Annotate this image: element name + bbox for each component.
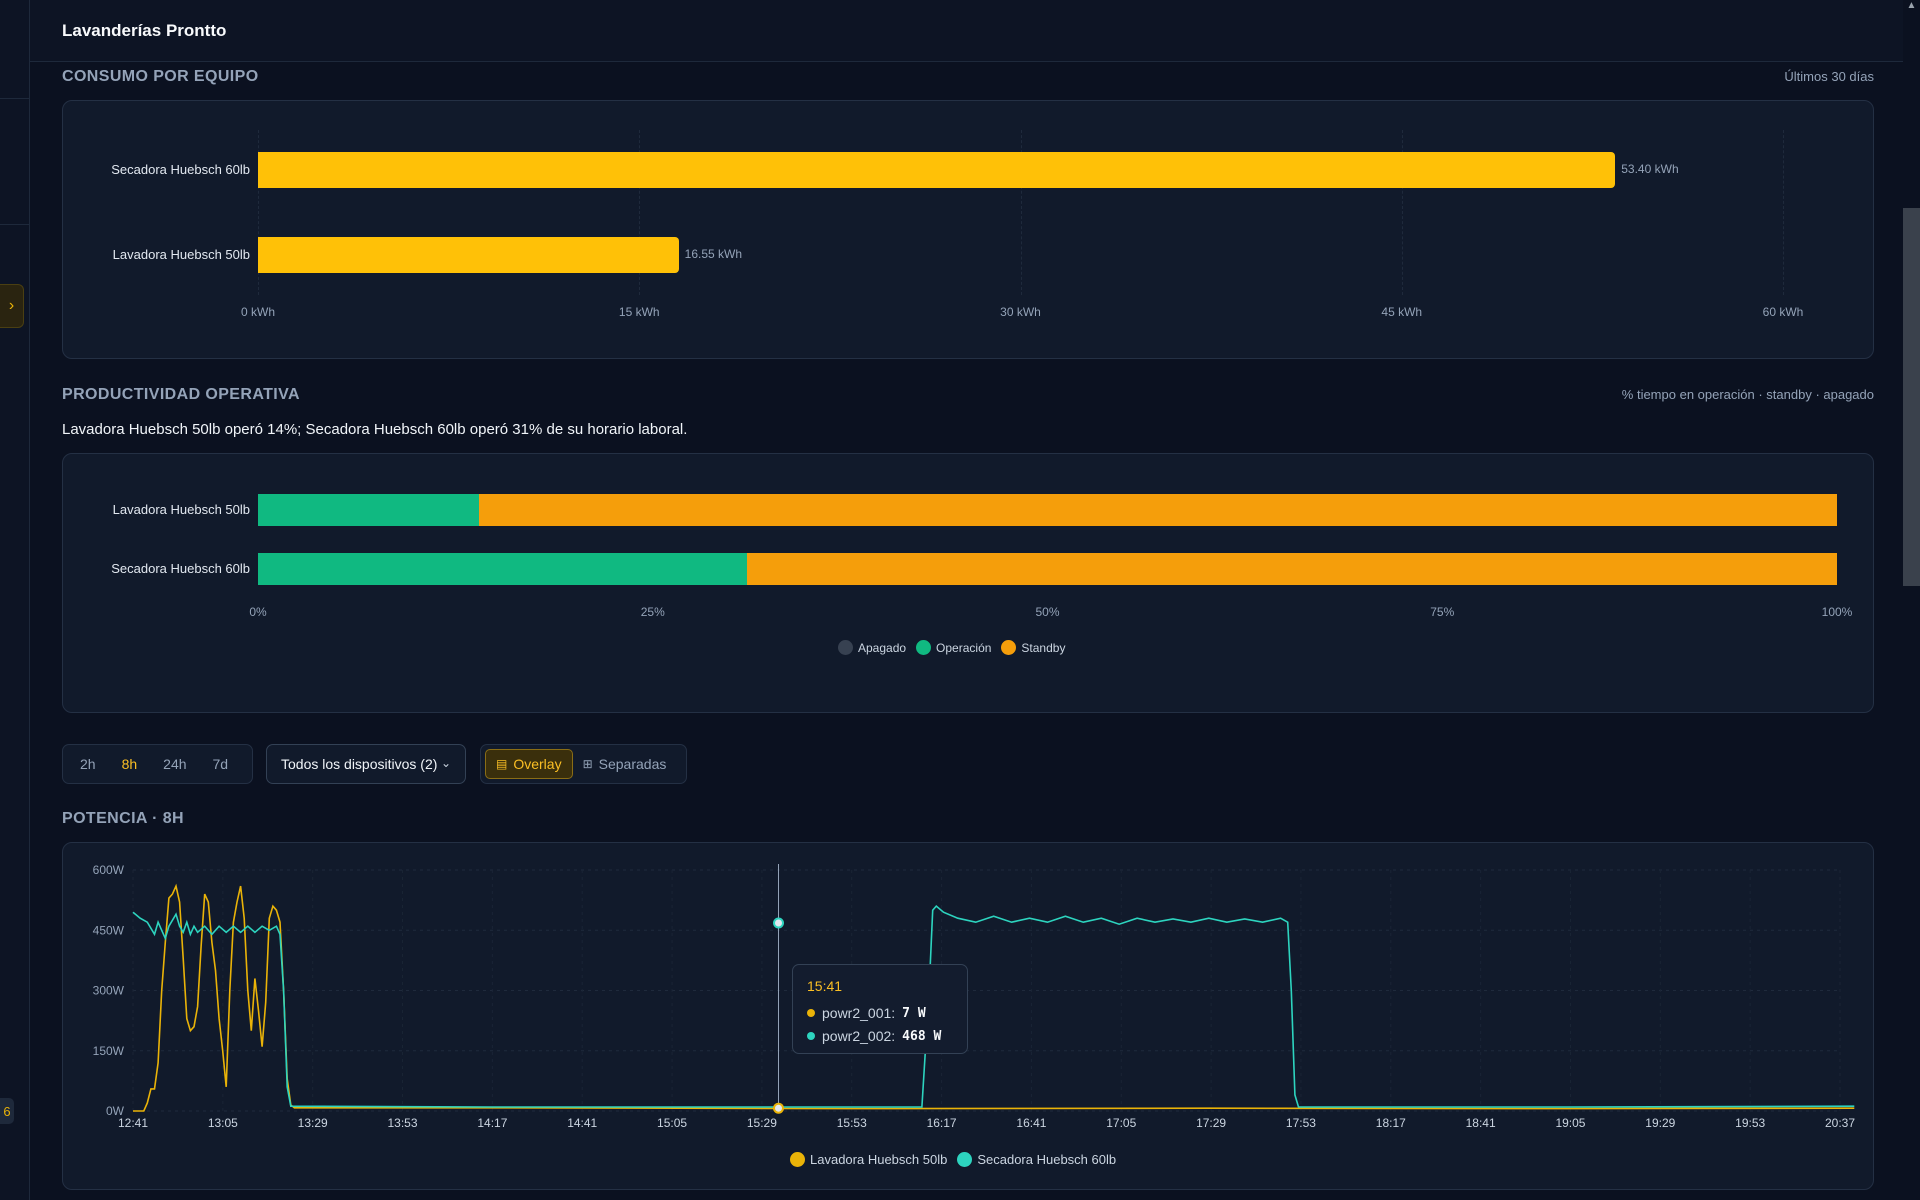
- chart-tooltip: 15:41 powr2_001: 7 W powr2_002: 468 W: [792, 964, 968, 1054]
- sidebar-rail: [0, 0, 30, 1200]
- legend-label: Standby: [1021, 640, 1066, 655]
- scrollbar-thumb[interactable]: [1903, 208, 1920, 586]
- potencia-legend: Lavadora Huebsch 50lb Secadora Huebsch 60…: [790, 1152, 1116, 1167]
- layers-icon: ▤: [496, 757, 508, 771]
- legend-swatch: [916, 640, 932, 655]
- chevron-down-icon: ⌄: [440, 756, 451, 770]
- separate-label: Separadas: [598, 756, 667, 772]
- chevron-right-icon: ›: [8, 297, 15, 314]
- stacked-bar-segment: [479, 494, 1837, 526]
- consumo-section-title: CONSUMO POR EQUIPO: [62, 68, 259, 85]
- bar-value-label: 53.40 kWh: [1621, 162, 1679, 176]
- expand-sidebar-button[interactable]: ›: [0, 284, 24, 328]
- series-color-dot: [807, 1009, 815, 1017]
- gridline: [639, 130, 641, 295]
- x-tick-label: 30 kWh: [1000, 305, 1041, 319]
- rail-divider: [0, 224, 30, 225]
- legend-label: Operación: [936, 640, 992, 655]
- gridline: [1401, 130, 1403, 295]
- legend-swatch: [957, 1152, 973, 1167]
- gridline: [1783, 130, 1784, 295]
- rail-divider: [0, 98, 30, 99]
- bar-category-label: Lavadora Huebsch 50lb: [112, 502, 250, 517]
- stacked-bar-segment: [258, 553, 748, 585]
- scrollbar[interactable]: [1903, 0, 1920, 1200]
- view-mode-toggle: ▤ Overlay ⊞ Separadas: [480, 744, 687, 784]
- overlay-view-button[interactable]: ▤ Overlay: [485, 749, 573, 779]
- scroll-up-arrow-icon[interactable]: ▲: [1906, 0, 1917, 11]
- legend-item: Operación: [916, 640, 991, 655]
- productividad-legend: Apagado Operación Standby: [838, 640, 1065, 655]
- x-tick-label: 100%: [1821, 605, 1853, 619]
- bar-category-label: Secadora Huebsch 60lb: [111, 162, 250, 177]
- potencia-chart-panel: [62, 842, 1874, 1190]
- bar-category-label: Secadora Huebsch 60lb: [111, 561, 250, 576]
- consumo-period-note: Últimos 30 días: [1784, 69, 1874, 84]
- separate-view-button[interactable]: ⊞ Separadas: [573, 749, 677, 779]
- page-title: Lavanderías Prontto: [62, 21, 227, 40]
- device-select[interactable]: Todos los dispositivos (2) ⌄: [266, 744, 466, 784]
- x-tick-label: 75%: [1430, 605, 1455, 619]
- legend-swatch: [1001, 640, 1017, 655]
- legend-item: Standby: [1001, 640, 1065, 655]
- series-color-dot: [807, 1032, 815, 1040]
- consumo-chart-panel: [62, 100, 1874, 359]
- page-header: Lavanderías Prontto: [30, 0, 1903, 62]
- productividad-note: % tiempo en operación · standby · apagad…: [1621, 387, 1874, 402]
- rail-badge: 6: [0, 1098, 14, 1124]
- stacked-bar-segment: [258, 494, 480, 526]
- legend-label: Lavadora Huebsch 50lb: [810, 1152, 948, 1167]
- tooltip-value: 468 W: [902, 1028, 942, 1044]
- productividad-section-title: PRODUCTIVIDAD OPERATIVA: [62, 386, 300, 403]
- x-tick-label: 60 kWh: [1762, 305, 1804, 319]
- legend-item: Secadora Huebsch 60lb: [957, 1152, 1116, 1167]
- bar-value-label: 16.55 kWh: [684, 247, 743, 261]
- tooltip-label: powr2_002:: [822, 1028, 896, 1044]
- x-tick-label: 0%: [249, 605, 267, 619]
- x-tick-label: 15 kWh: [618, 305, 660, 319]
- range-button-2h[interactable]: 2h: [80, 756, 96, 772]
- gridline: [258, 130, 259, 295]
- x-tick-label: 25%: [640, 605, 665, 619]
- rail-badge-text: 6: [3, 1103, 11, 1119]
- device-select-value: Todos los dispositivos (2): [281, 756, 438, 772]
- x-tick-label: 50%: [1035, 605, 1060, 619]
- legend-label: Apagado: [858, 640, 907, 655]
- tooltip-time: 15:41: [807, 978, 843, 994]
- legend-swatch: [790, 1152, 805, 1167]
- bar-category-label: Lavadora Huebsch 50lb: [112, 247, 250, 262]
- range-button-8h[interactable]: 8h: [121, 756, 138, 772]
- tooltip-row-powr2-002: powr2_002: 468 W: [807, 1028, 941, 1044]
- bar: [258, 152, 1616, 188]
- overlay-label: Overlay: [513, 756, 562, 772]
- potencia-section-title: POTENCIA · 8H: [62, 810, 184, 827]
- legend-item: Lavadora Huebsch 50lb: [790, 1152, 947, 1167]
- gridline: [1020, 130, 1022, 295]
- range-button-7d[interactable]: 7d: [212, 756, 229, 772]
- tooltip-label: powr2_001:: [822, 1005, 896, 1021]
- x-tick-label: 0 kWh: [240, 305, 276, 319]
- productividad-summary: Lavadora Huebsch 50lb operó 14%; Secador…: [62, 421, 688, 438]
- grid-icon: ⊞: [582, 757, 593, 771]
- tooltip-row-powr2-001: powr2_001: 7 W: [807, 1005, 926, 1021]
- stacked-bar-segment: [747, 553, 1837, 585]
- legend-item: Apagado: [838, 640, 906, 655]
- range-button-24h[interactable]: 24h: [163, 756, 187, 772]
- legend-swatch: [838, 640, 853, 655]
- time-range-selector: 2h 8h 24h 7d: [62, 744, 253, 784]
- bar: [258, 237, 679, 273]
- legend-label: Secadora Huebsch 60lb: [977, 1152, 1117, 1167]
- x-tick-label: 45 kWh: [1381, 305, 1423, 319]
- tooltip-value: 7 W: [902, 1005, 926, 1021]
